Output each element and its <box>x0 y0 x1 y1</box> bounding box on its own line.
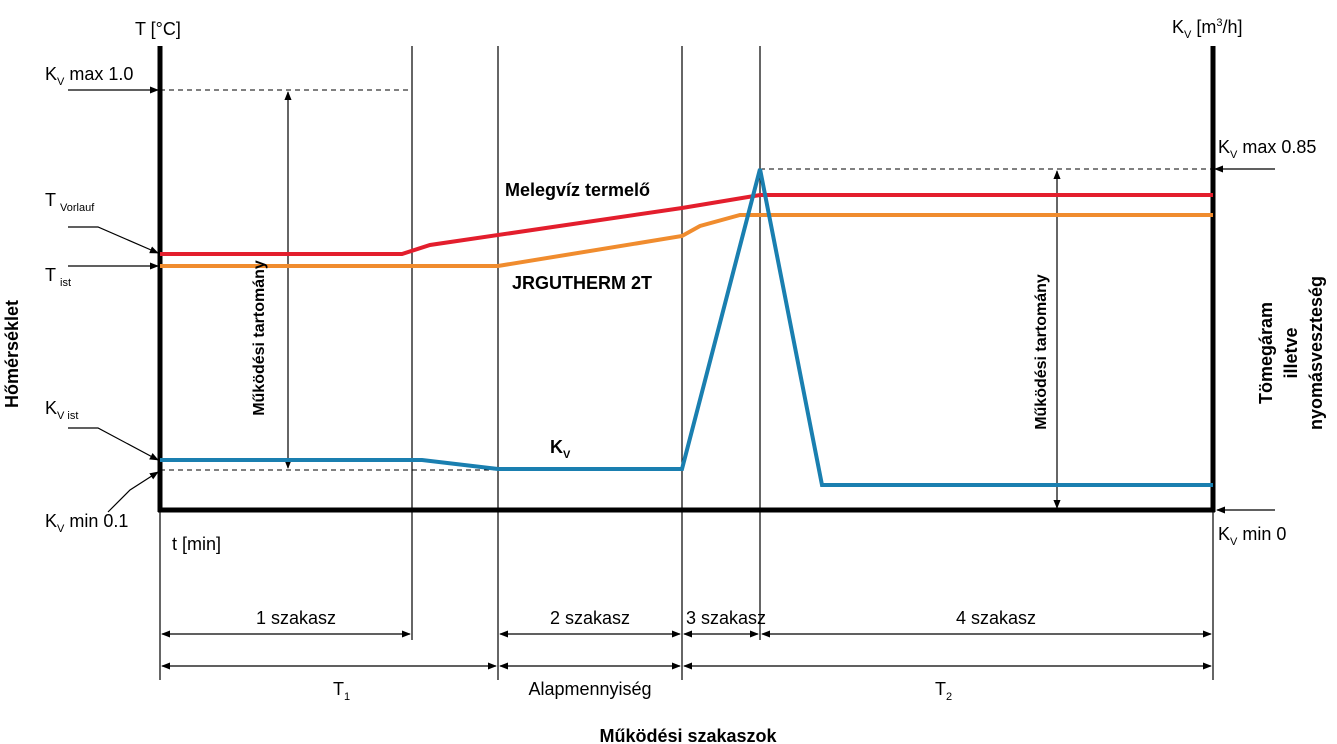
phase-3-label: 3 szakasz <box>686 608 766 628</box>
kv-curve-label: KV <box>550 437 571 461</box>
t-vorlauf-pointer <box>68 226 159 254</box>
flow-axis-title-line3: nyomásveszteség <box>1306 276 1326 430</box>
base-quantity-label: Alapmennyiség <box>528 679 651 699</box>
kv-min-left-label: KV min 0.1 <box>45 511 128 535</box>
producer-curve-label: Melegvíz termelő <box>505 180 650 200</box>
phase-4-label: 4 szakasz <box>956 608 1036 628</box>
kv-max-left-label: KV max 1.0 <box>45 64 133 88</box>
t2-label: T2 <box>935 679 952 703</box>
temperature-axis-title: Hőmérséklet <box>2 300 22 408</box>
phase-2-label: 2 szakasz <box>550 608 630 628</box>
left-axis-unit: T [°C] <box>135 19 181 39</box>
phase-1-label: 1 szakasz <box>256 608 336 628</box>
kv-ist-pointer <box>68 427 159 461</box>
left-range-label: Működési tartomány <box>251 260 268 416</box>
kv-max-right-label: KV max 0.85 <box>1218 137 1316 161</box>
flow-axis-title-line2: illetve <box>1281 327 1301 378</box>
producer-temperature-curve <box>160 193 1213 256</box>
phases-axis-title: Működési szakaszok <box>599 726 777 744</box>
kv-min-right-label: KV min 0 <box>1218 524 1286 548</box>
flow-axis-title-line1: Tömegáram <box>1256 302 1276 404</box>
jrg-curve-label: JRGUTHERM 2T <box>512 273 652 293</box>
t-vorlauf-label: T Vorlauf <box>45 190 95 214</box>
time-unit-label: t [min] <box>172 534 221 554</box>
right-range-label: Működési tartomány <box>1033 274 1050 430</box>
kv-ist-label: KV ist <box>45 398 78 422</box>
kv-min-pointer <box>107 471 159 513</box>
kv-flow-curve <box>160 168 1213 487</box>
t1-label: T1 <box>333 679 350 703</box>
right-axis-unit: KV [m3/h] <box>1172 17 1243 41</box>
jrgutherm-temperature-curve <box>160 213 1213 268</box>
